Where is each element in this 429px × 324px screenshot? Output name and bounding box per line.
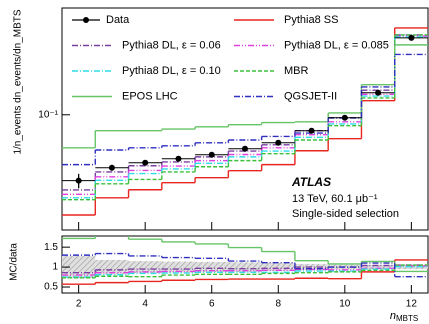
x-axis-title-main: n	[390, 310, 396, 322]
legend-entry: EPOS LHC	[72, 90, 178, 102]
legend-entry: Pythia8 DL, ε = 0.10	[72, 65, 221, 77]
legend-entry: MBR	[234, 65, 309, 77]
data-point	[308, 127, 315, 134]
legend-label: Pythia8 DL, ε = 0.06	[122, 39, 221, 51]
data-point	[208, 151, 215, 158]
energy-label: 13 TeV, 60.1 μb⁻¹	[292, 193, 378, 205]
legend-entry: Pythia8 SS	[234, 14, 338, 26]
uncertainty-band	[95, 259, 129, 275]
data-point	[275, 139, 282, 146]
data-point	[75, 177, 82, 184]
data-point	[375, 89, 382, 96]
y-tick-label: 0.5	[44, 282, 58, 293]
x-axis-title-sub: MBTS	[396, 314, 418, 323]
x-tick-label: 10	[339, 299, 351, 310]
x-tick-label: 2	[76, 299, 82, 310]
uncertainty-band	[195, 261, 229, 273]
legend-entry: Pythia8 DL, ε = 0.06	[72, 39, 221, 51]
legend-entry: Pythia8 DL, ε = 0.085	[234, 39, 389, 51]
data-point	[341, 114, 348, 121]
uncertainty-band	[361, 265, 395, 270]
main-plot	[62, 27, 428, 216]
ratio-axis-title: MC/data	[9, 243, 20, 281]
legend-entry: QGSJET-II	[234, 90, 337, 102]
legend-label: QGSJET-II	[284, 90, 337, 102]
uncertainty-band	[261, 263, 295, 272]
axes: 10⁻¹ 0.5 1 1.5 2 4 6 8 10 12	[38, 109, 417, 309]
uncertainty-band	[128, 261, 162, 274]
data-point	[408, 34, 415, 41]
legend-label: Pythia8 DL, ε = 0.085	[284, 39, 389, 51]
data-point	[175, 155, 182, 162]
legend-entry: Data	[72, 14, 130, 26]
legend-label: EPOS LHC	[122, 90, 178, 102]
experiment-label: ATLAS	[291, 175, 331, 189]
x-tick-label: 8	[275, 299, 281, 310]
y-tick-label: 1.5	[44, 242, 58, 253]
main-frame	[61, 7, 429, 231]
legend-label: Pythia8 SS	[284, 14, 338, 26]
selection-label: Single-sided selection	[292, 208, 399, 220]
x-tick-label: 12	[406, 299, 418, 310]
uncertainty-band	[161, 261, 196, 273]
x-axis-title: nMBTS	[390, 310, 418, 323]
ratio-plot	[62, 236, 428, 285]
data-point	[242, 145, 248, 152]
legend-label: Data	[106, 14, 130, 26]
y-tick-label: 10⁻¹	[38, 109, 58, 120]
x-tick-label: 4	[142, 299, 148, 310]
y-tick-label: 1	[52, 262, 58, 273]
data-point	[108, 164, 115, 171]
legend: Data Pythia8 SS Pythia8 DL, ε = 0.06 Pythia…	[72, 14, 389, 102]
x-tick-label: 6	[209, 299, 215, 310]
data-point	[142, 159, 149, 166]
legend-label: MBR	[284, 65, 309, 77]
uncertainty-band	[228, 262, 262, 272]
legend-swatch	[83, 17, 89, 23]
legend-label: Pythia8 DL, ε = 0.10	[122, 65, 221, 77]
y-axis-title: 1/n_events dn_events/dn_MBTS	[13, 9, 24, 154]
